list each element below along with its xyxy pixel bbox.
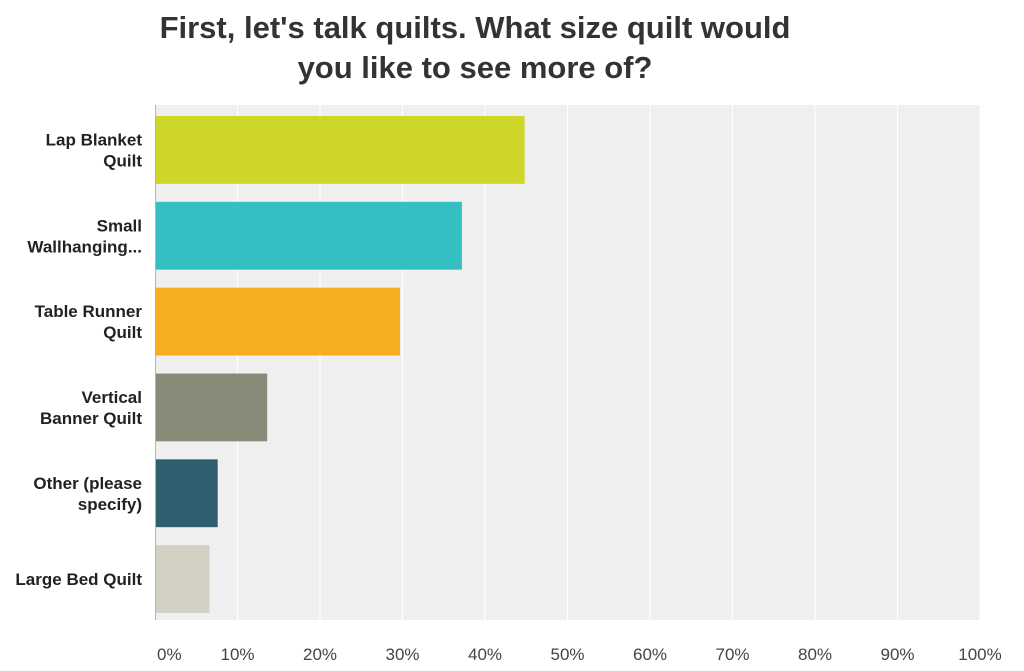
category-label: Large Bed Quilt (15, 570, 142, 589)
x-tick-label: 70% (715, 645, 749, 664)
bar[interactable] (156, 459, 218, 528)
category-label: specify) (78, 495, 142, 514)
bar[interactable] (156, 287, 401, 356)
x-tick-label: 10% (220, 645, 254, 664)
x-axis-ticks: 0% 10% 20% 30% 40% 50% 60% 70% 80% 90% 100% (157, 645, 1002, 664)
bar[interactable] (156, 201, 462, 270)
x-tick-label: 100% (958, 645, 1001, 664)
category-label: Banner Quilt (40, 409, 142, 428)
x-tick-label: 50% (550, 645, 584, 664)
chart-title-line-2: you like to see more of? (297, 50, 653, 85)
category-label: Quilt (103, 323, 142, 342)
x-tick-label: 30% (385, 645, 419, 664)
category-label: Other (please (33, 474, 142, 493)
x-tick-label: 40% (468, 645, 502, 664)
x-tick-label: 90% (880, 645, 914, 664)
category-label: Vertical (82, 388, 143, 407)
category-label: Small (97, 216, 142, 235)
grid-lines (236, 105, 981, 620)
bar[interactable] (156, 545, 210, 613)
category-labels: Lap Blanket Quilt Small Wallhanging... Table… (15, 130, 142, 589)
chart-title-line-1: First, let's talk quilts. What size quil… (159, 10, 791, 45)
category-label: Table Runner (35, 302, 143, 321)
category-label: Quilt (103, 151, 142, 170)
bar[interactable] (156, 116, 525, 184)
bar[interactable] (156, 373, 268, 442)
category-label: Lap Blanket (46, 130, 143, 149)
category-label: Wallhanging... (27, 237, 142, 256)
chart-title: First, let's talk quilts. What size quil… (90, 8, 860, 88)
x-tick-label: 20% (303, 645, 337, 664)
bars (156, 116, 525, 613)
x-tick-label: 60% (633, 645, 667, 664)
x-tick-label: 0% (157, 645, 182, 664)
x-tick-label: 80% (798, 645, 832, 664)
